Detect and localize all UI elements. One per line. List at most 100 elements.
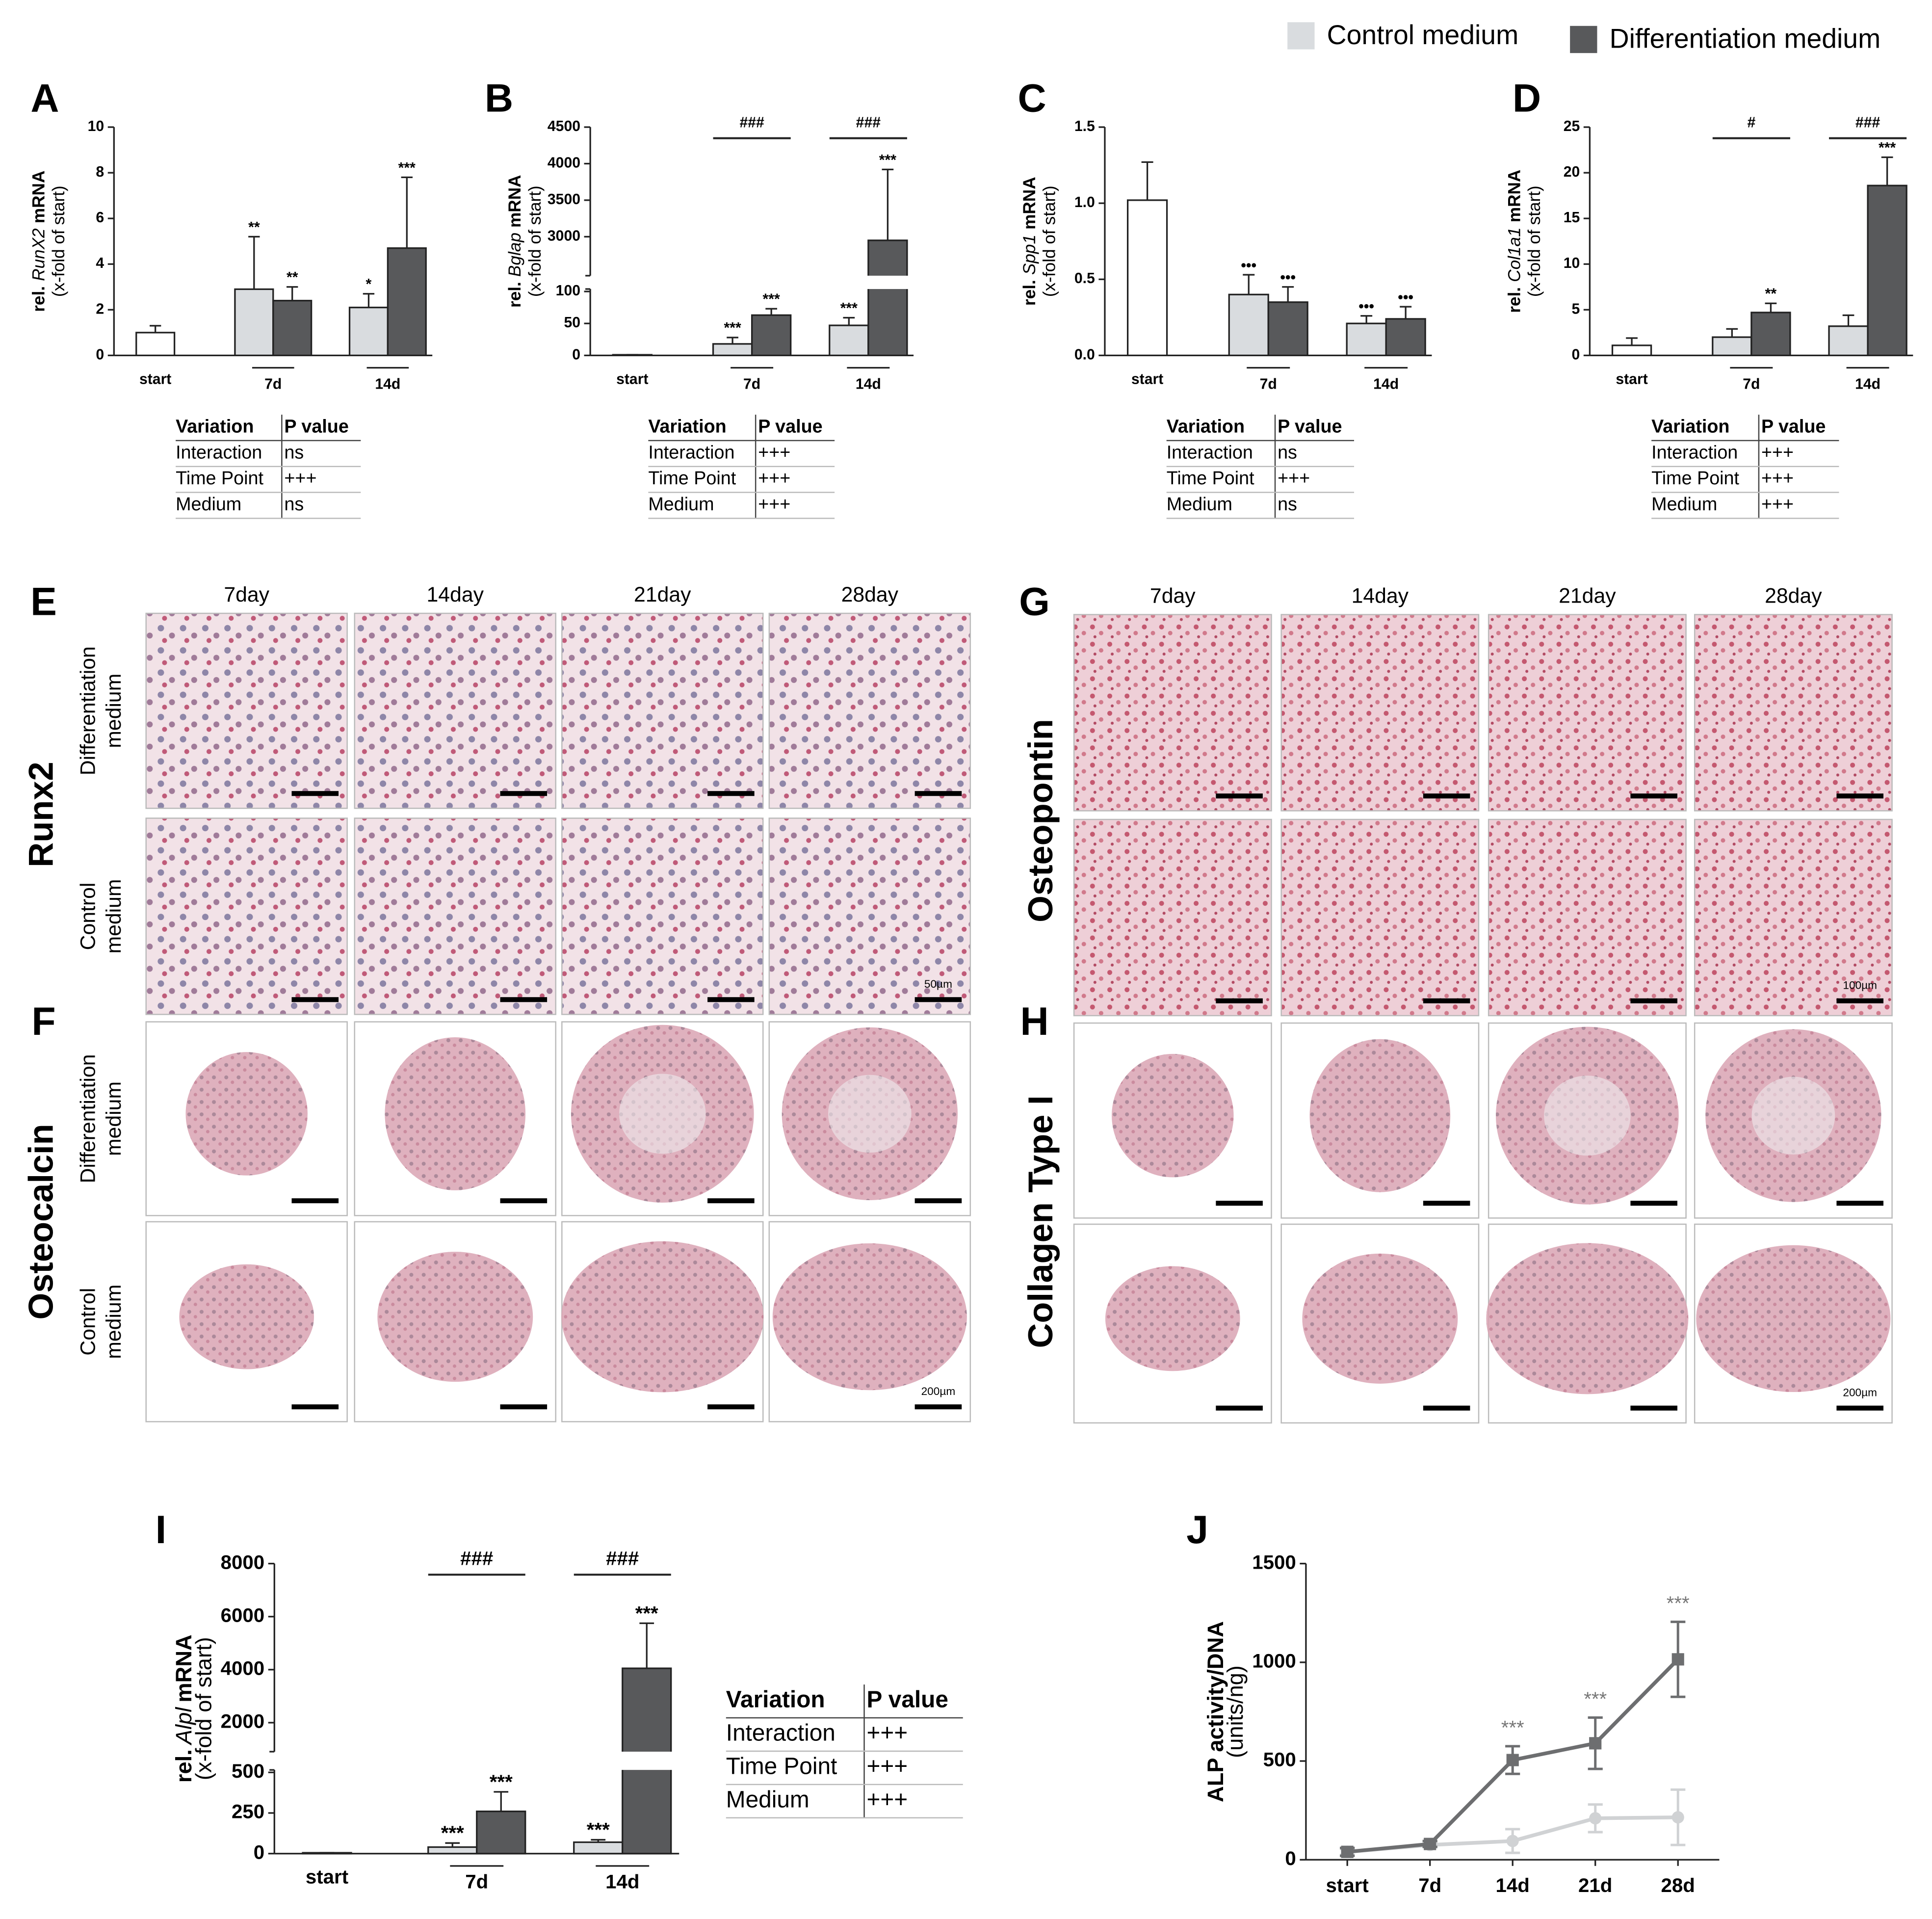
table-cell: +++ [1761, 468, 1794, 488]
y-tick-label: 100 [556, 283, 580, 299]
scale-bar [1423, 793, 1470, 799]
y-tick-label: 4500 [548, 118, 580, 134]
table-cell: Time Point [1167, 468, 1254, 488]
table-cell: +++ [1761, 442, 1794, 462]
y-axis-label-part: rel. [171, 1749, 196, 1783]
y-axis-label-part: mRNA [506, 175, 525, 228]
bar [829, 324, 869, 356]
significance-label: ••• [1241, 257, 1256, 273]
table-header: P value [1278, 416, 1342, 436]
micrograph [561, 612, 764, 809]
scale-label: 50µm [924, 978, 952, 990]
legend-label: Control medium [1327, 20, 1519, 50]
y-tick-label: 4000 [548, 155, 580, 171]
bar [1828, 325, 1869, 356]
significance-label: ** [1765, 286, 1777, 302]
micrograph [1694, 614, 1893, 812]
table-cell: ns [1278, 494, 1297, 514]
x-tick-label: 21d [1578, 1874, 1612, 1896]
bar [751, 314, 792, 356]
table-cell: Medium [648, 494, 714, 514]
table-header: P value [1761, 416, 1826, 436]
y-tick-label: 0 [96, 346, 104, 363]
scale-bar [707, 1198, 755, 1204]
scale-bar [291, 997, 339, 1002]
micrograph [145, 817, 348, 1015]
scale-bar [1836, 1201, 1883, 1206]
stain-label: Osteocalcin [22, 1124, 60, 1319]
y-axis-label-part: mRNA [29, 171, 49, 224]
row-label: medium [102, 674, 126, 748]
micrograph [1073, 818, 1272, 1017]
row-label: medium [102, 1081, 126, 1156]
x-tick-label: start [1326, 1874, 1369, 1896]
micrograph [1280, 818, 1480, 1017]
table-header: P value [284, 416, 348, 436]
bar [1712, 336, 1752, 356]
scale-bar [291, 1404, 339, 1410]
panel-letter: J [1186, 1508, 1208, 1552]
scale-bar [500, 791, 548, 796]
scale-label: 200µm [1843, 1387, 1877, 1399]
x-tick-label: 14d [1855, 376, 1880, 393]
y-tick-label: 3000 [548, 228, 580, 244]
y-axis-label: rel. RunX2 mRNA [29, 171, 49, 312]
y-axis-note: (x-fold of start) [191, 1637, 216, 1780]
table-cell: Medium [1167, 494, 1232, 514]
y-tick-label: 1.0 [1074, 194, 1095, 210]
scale-bar [1630, 793, 1677, 799]
column-label: 28day [1765, 584, 1822, 608]
x-tick-label: 28d [1661, 1874, 1695, 1896]
column-label: 28day [841, 583, 899, 606]
table-cell: +++ [284, 468, 316, 488]
y-tick-label: 4 [96, 255, 104, 271]
spheroid [1309, 1039, 1451, 1192]
table-header: Variation [648, 416, 726, 436]
y-tick-label: 2000 [221, 1710, 265, 1733]
significance-label: *** [441, 1822, 464, 1844]
scale-bar [707, 997, 755, 1002]
micrograph [354, 612, 556, 809]
y-axis-label-part: Alpl [171, 1707, 196, 1746]
scale-bar [914, 1404, 962, 1410]
y-tick-label: 8 [96, 164, 104, 180]
stain-label: Collagen Type I [1021, 1095, 1060, 1348]
marker [1506, 1754, 1519, 1766]
scale-label: 100µm [1843, 979, 1877, 992]
column-label: 7day [1150, 584, 1196, 608]
marker [1424, 1838, 1436, 1850]
y-tick-label: 0 [1285, 1847, 1296, 1869]
y-tick-label: 6000 [221, 1604, 265, 1626]
table-cell: Time Point [726, 1754, 837, 1780]
bar [427, 1846, 478, 1855]
table-header: Variation [1167, 416, 1245, 436]
y-tick-label: 0 [254, 1841, 264, 1863]
micrograph [1280, 614, 1480, 812]
significance-label: ** [248, 219, 260, 236]
column-label: 14day [1352, 584, 1409, 608]
significance-label: *** [635, 1602, 658, 1624]
legend-swatch [1570, 26, 1597, 53]
y-axis-label-part: mRNA [171, 1634, 196, 1702]
legend-swatch [1287, 22, 1315, 50]
micrograph [354, 817, 556, 1015]
bar [348, 307, 389, 356]
bracket-label: ### [1855, 114, 1880, 131]
x-tick-label: start [306, 1866, 348, 1888]
scale-bar [1836, 998, 1883, 1003]
y-axis-note: (x-fold of start) [1040, 185, 1059, 297]
scale-bar [1836, 1405, 1883, 1411]
table-cell: +++ [867, 1754, 908, 1780]
bar [573, 1841, 624, 1855]
table-cell: Interaction [1651, 442, 1738, 462]
y-axis-note: (units/ng) [1223, 1665, 1248, 1758]
significance-label: ••• [1280, 269, 1296, 286]
scale-bar [1216, 793, 1263, 799]
micrograph [1073, 614, 1272, 812]
spheroid [561, 1241, 764, 1393]
y-tick-label: 10 [1564, 255, 1580, 271]
table-cell: +++ [867, 1787, 908, 1813]
bar [867, 239, 908, 356]
micrograph [768, 817, 971, 1015]
